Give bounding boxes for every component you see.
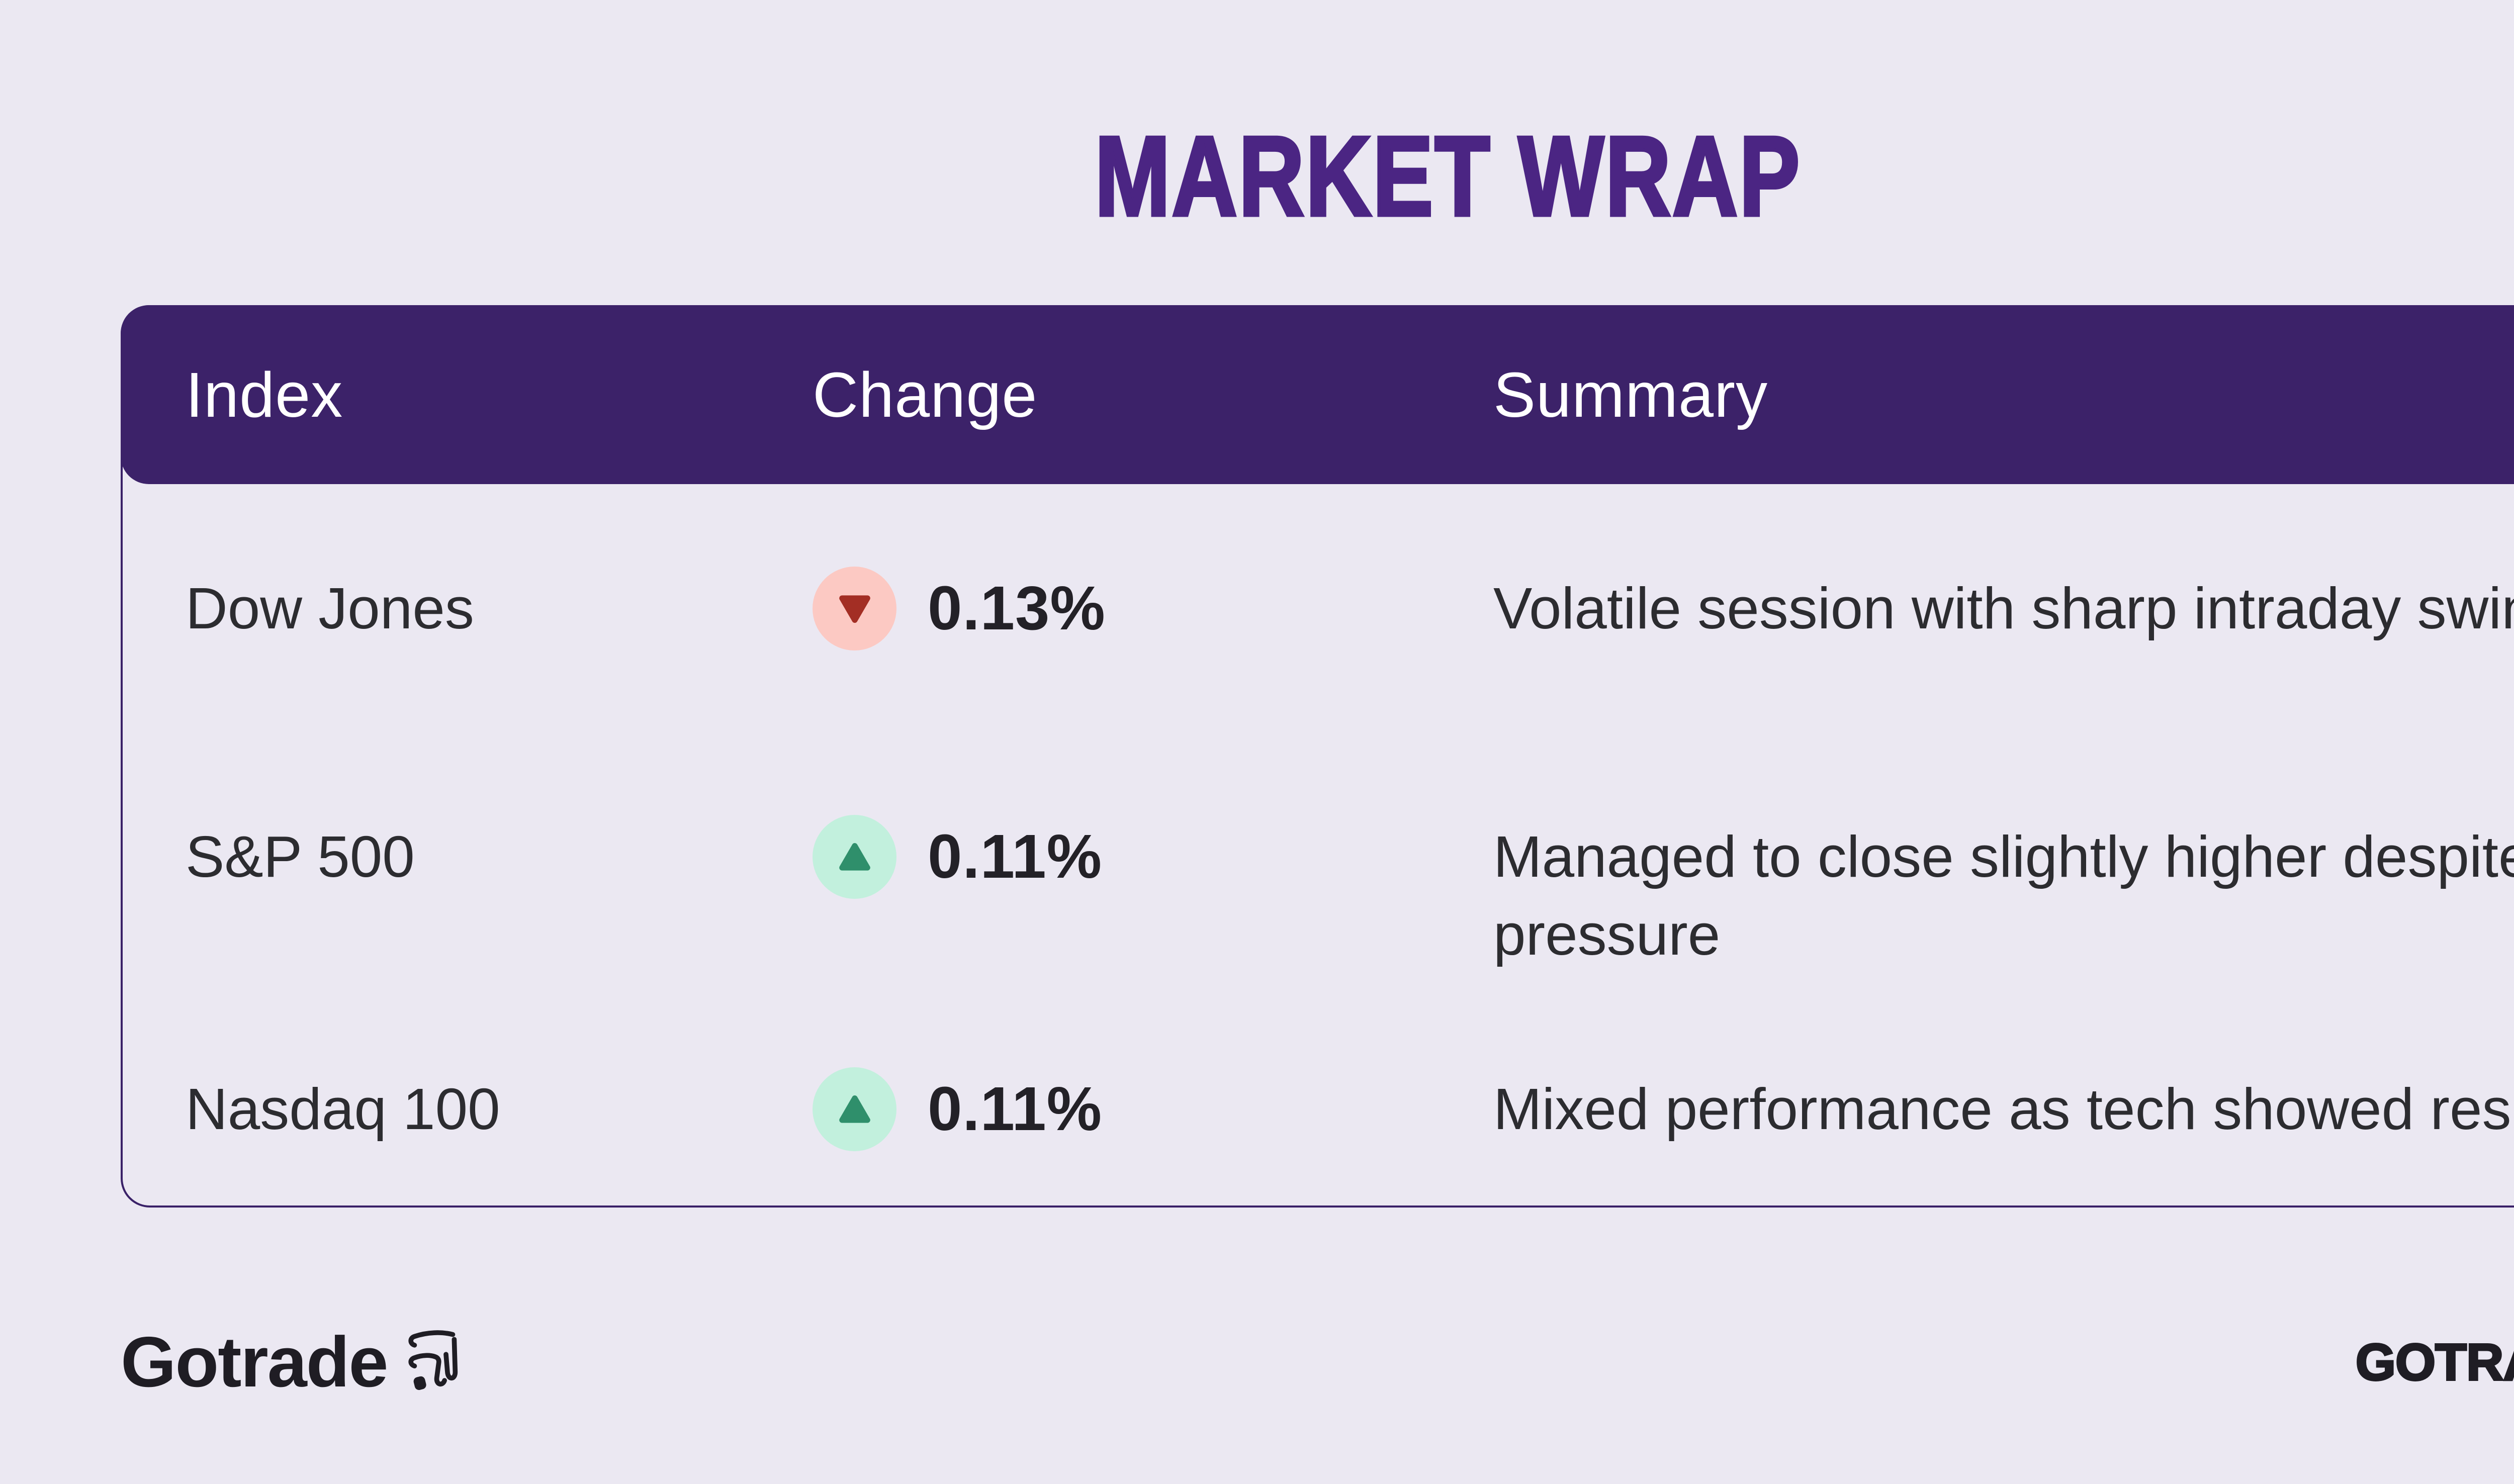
brand-lockup: Gotrade bbox=[121, 1321, 459, 1404]
change-cell: 0.11% bbox=[813, 1067, 1493, 1152]
up-arrow-icon bbox=[839, 1095, 870, 1123]
table-row: Dow Jones 0.13% Volatile session with shar… bbox=[123, 484, 2514, 732]
down-arrow-icon bbox=[839, 595, 870, 623]
market-table-card: Index Change Summary Dow Jones 0.13% Volat… bbox=[121, 305, 2514, 1208]
column-header-change: Change bbox=[813, 359, 1038, 430]
change-direction-badge bbox=[813, 1067, 896, 1152]
publication-name: GOTRADE DAILY bbox=[2355, 1332, 2514, 1392]
index-name: S&P 500 bbox=[186, 824, 415, 890]
change-cell: 0.13% bbox=[813, 567, 1493, 651]
summary-text: Managed to close slightly higher despite… bbox=[1493, 824, 2514, 968]
index-name: Dow Jones bbox=[186, 576, 474, 641]
up-arrow-icon bbox=[839, 843, 870, 871]
table-body: Dow Jones 0.13% Volatile session with shar… bbox=[123, 484, 2514, 1205]
change-percent: 0.13% bbox=[928, 574, 1106, 643]
change-percent: 0.11% bbox=[928, 1075, 1102, 1144]
index-name: Nasdaq 100 bbox=[186, 1076, 500, 1142]
gotrade-logo-icon bbox=[408, 1330, 458, 1390]
table-row: Nasdaq 100 0.11% Mixed performance as tech… bbox=[123, 1002, 2514, 1205]
change-direction-badge bbox=[813, 567, 896, 651]
page-title: MARKET WRAP bbox=[1094, 113, 1802, 239]
table-header-row: Index Change Summary bbox=[121, 305, 2514, 484]
column-header-index: Index bbox=[186, 359, 343, 430]
brand-wordmark: Gotrade bbox=[121, 1322, 388, 1402]
table-row: S&P 500 0.11% Managed to close slightly hi… bbox=[123, 732, 2514, 1002]
summary-text: Mixed performance as tech showed resilie… bbox=[1493, 1076, 2514, 1142]
footer: Gotrade GOTRADE DAILY bbox=[121, 1307, 2514, 1418]
summary-text: Volatile session with sharp intraday swi… bbox=[1493, 576, 2514, 641]
column-header-summary: Summary bbox=[1493, 359, 1768, 430]
change-percent: 0.11% bbox=[928, 822, 1102, 892]
change-cell: 0.11% bbox=[813, 815, 1493, 899]
change-direction-badge bbox=[813, 815, 896, 899]
